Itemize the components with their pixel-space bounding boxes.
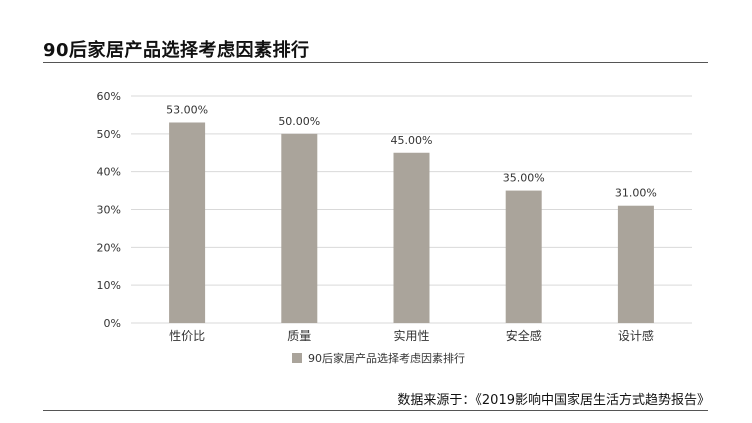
x-tick-label: 性价比 [169,329,205,343]
title-divider [43,62,708,63]
bottom-divider [43,410,708,411]
bar-value-label: 45.00% [391,134,433,147]
page-title: 90后家居产品选择考虑因素排行 [43,40,310,61]
legend-label: 90后家居产品选择考虑因素排行 [308,351,465,365]
bar [393,152,430,323]
y-tick-label: 0% [104,317,121,330]
x-tick-label: 质量 [287,329,311,343]
bar [281,133,318,323]
x-tick-label: 安全感 [506,328,542,343]
source-note: 数据来源于：《2019影响中国家居生活方式趋势报告》 [397,393,710,408]
y-tick-label: 50% [97,128,121,141]
bar-value-label: 31.00% [615,187,657,200]
x-tick-label: 设计感 [618,328,654,343]
bar-value-label: 35.00% [503,172,545,185]
bar-value-label: 50.00% [278,115,320,128]
y-tick-label: 40% [97,166,121,179]
bar [505,190,542,323]
y-tick-label: 60% [97,90,121,103]
x-tick-label: 实用性 [393,328,429,343]
y-tick-label: 10% [97,279,121,292]
legend-swatch [292,353,302,363]
y-tick-label: 30% [97,204,121,217]
bar [617,205,654,323]
y-tick-label: 20% [97,241,121,254]
bar [169,122,206,323]
bar-value-label: 53.00% [166,103,208,116]
